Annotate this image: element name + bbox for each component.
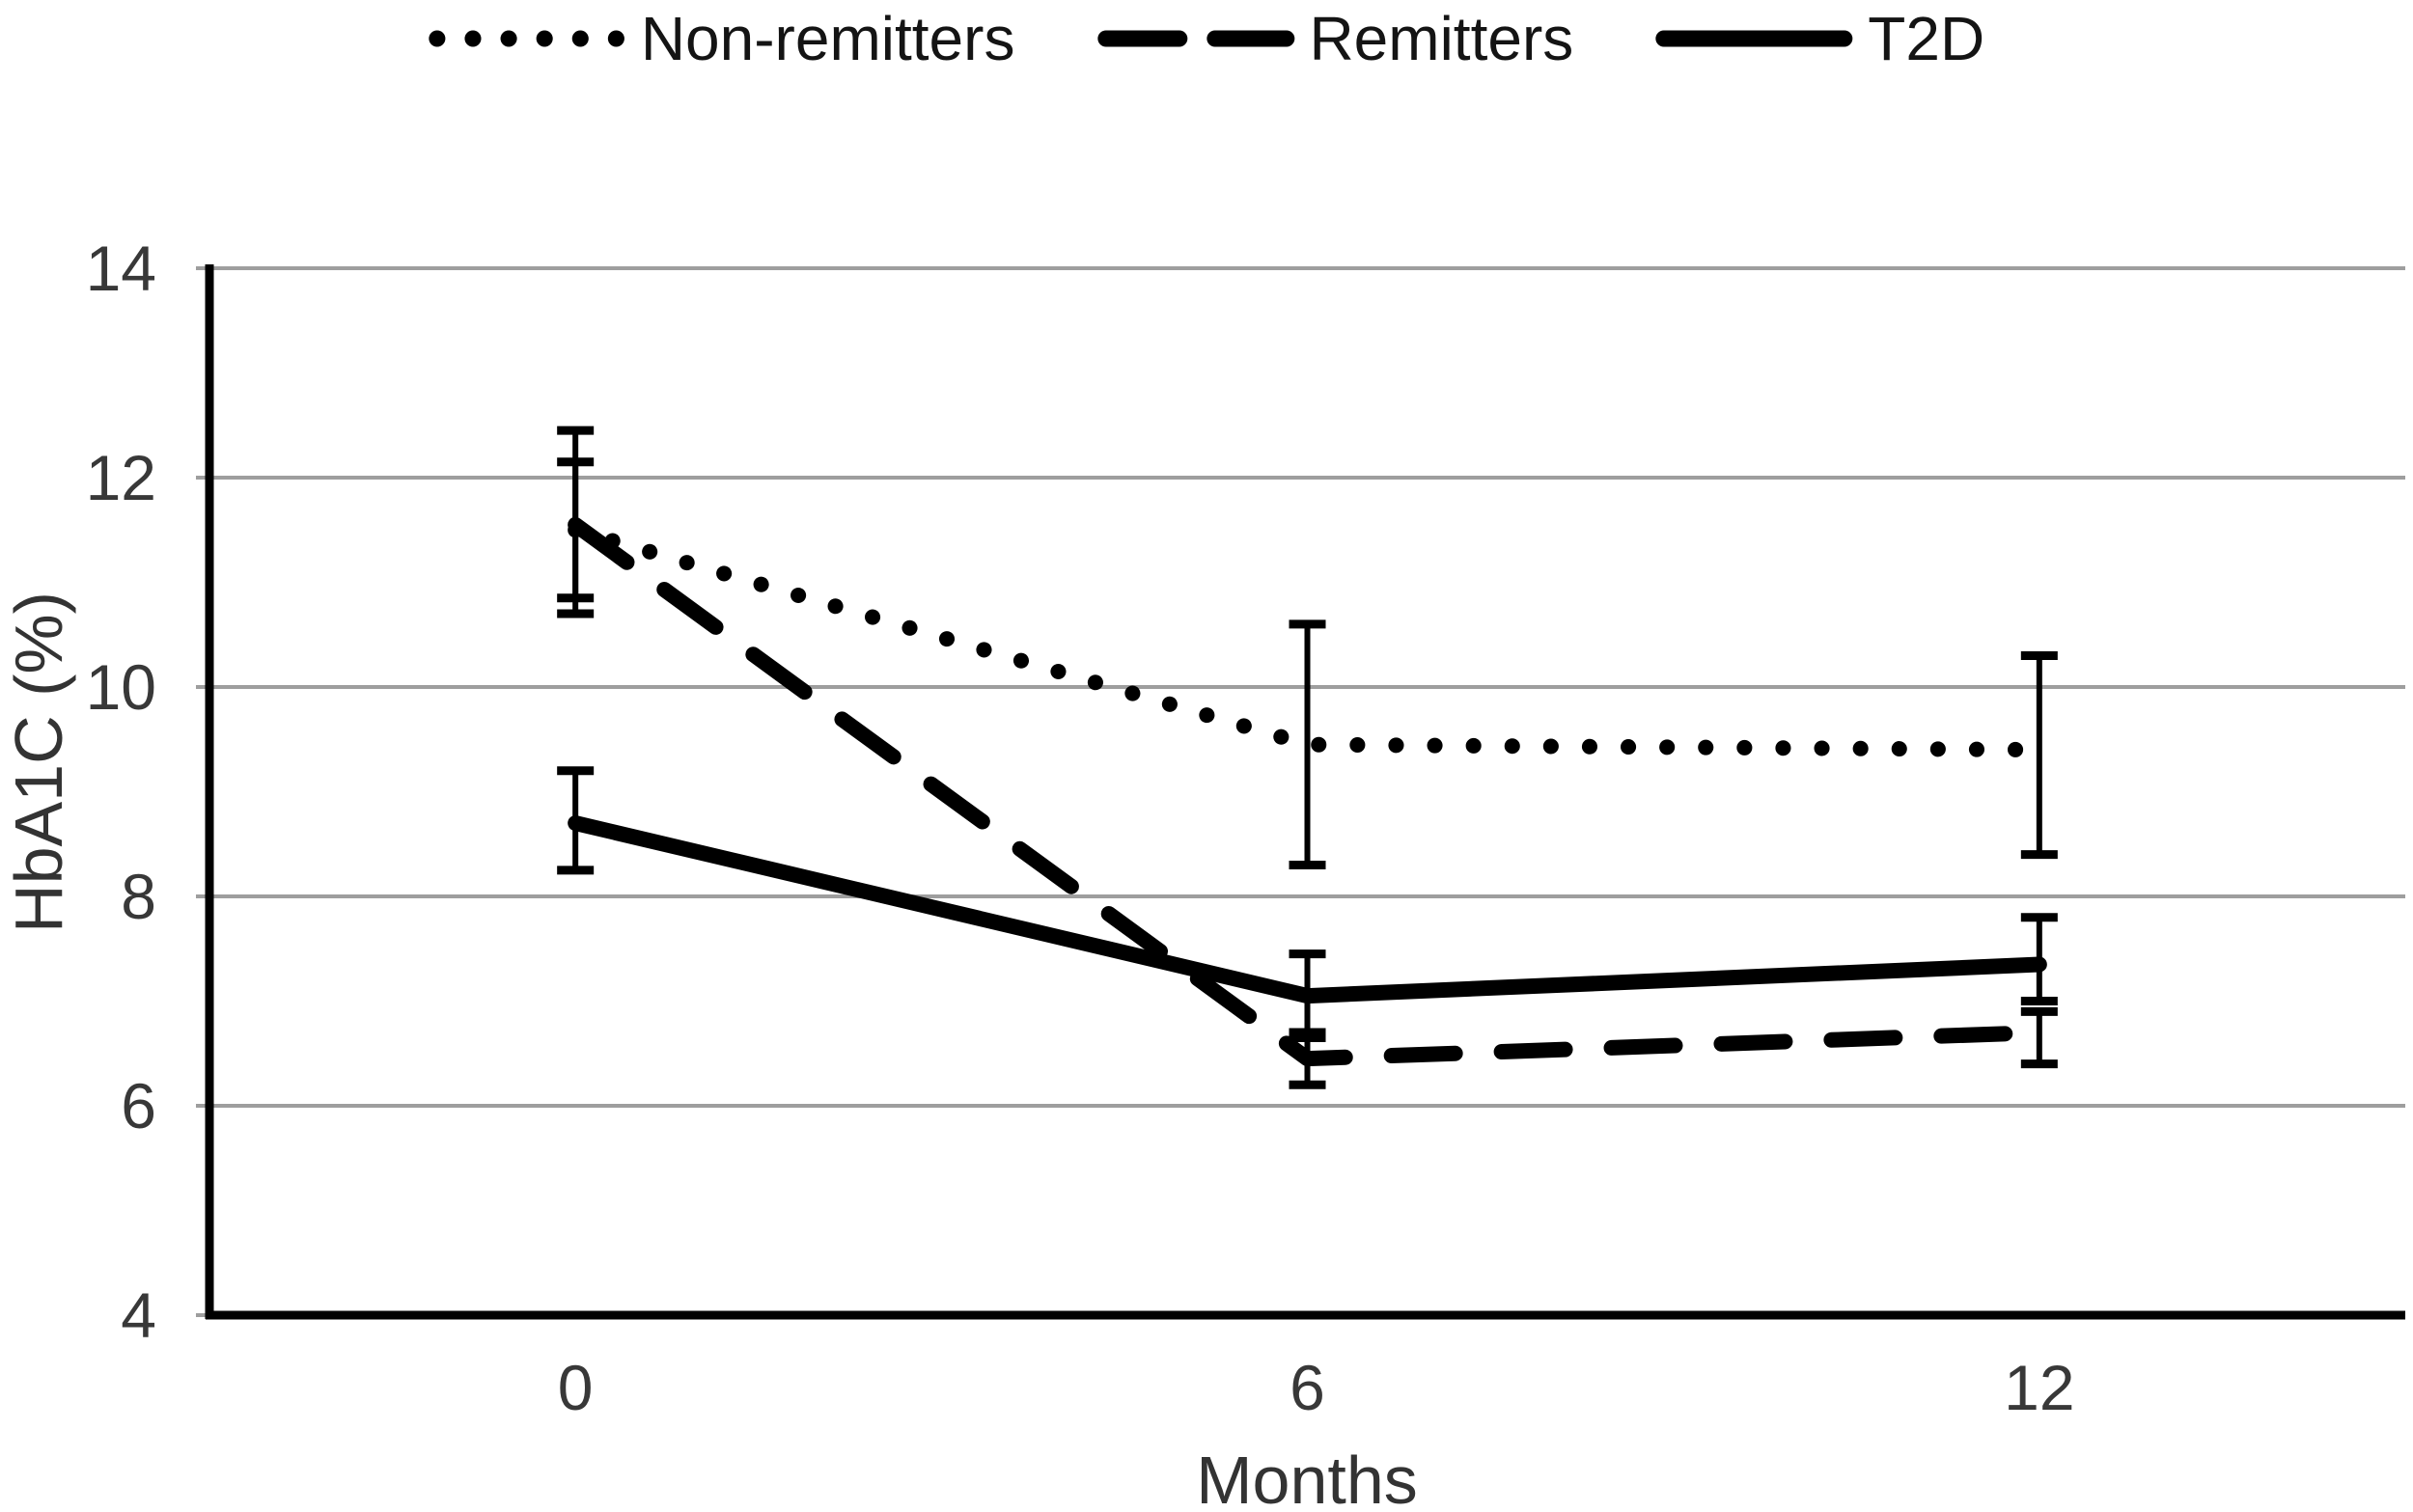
- legend-label: Non-remitters: [640, 4, 1015, 73]
- legend-label: Remitters: [1309, 4, 1574, 73]
- y-axis-title: HbA1C (%): [1, 591, 76, 933]
- x-axis-title: Months: [1196, 1443, 1418, 1512]
- series-line-t2d: [568, 815, 2047, 1004]
- solid-line-sample-icon: [1655, 30, 1853, 47]
- y-tick-label-8: 8: [121, 861, 156, 932]
- legend: Non-remitters Remitters T2D: [429, 0, 1984, 77]
- y-tick-label-14: 14: [85, 233, 156, 304]
- y-tick-label-6: 6: [121, 1070, 156, 1141]
- y-tick-label-4: 4: [121, 1279, 156, 1351]
- x-tick-label-6: 6: [1290, 1352, 1325, 1423]
- dotted-line-sample-icon: [429, 30, 626, 47]
- y-tick-label-12: 12: [85, 442, 156, 513]
- dashed-line-sample-icon: [1096, 30, 1294, 47]
- legend-item-remitters: Remitters: [1096, 3, 1573, 74]
- series-line-remitters: [568, 516, 2047, 1067]
- x-tick-label-12: 12: [2004, 1352, 2075, 1423]
- y-tick-label-10: 10: [85, 651, 156, 723]
- x-tick-label-0: 0: [557, 1352, 594, 1423]
- legend-label: T2D: [1868, 4, 1985, 73]
- legend-item-non-remitters: Non-remitters: [429, 3, 1015, 74]
- legend-item-t2d: T2D: [1655, 3, 1984, 74]
